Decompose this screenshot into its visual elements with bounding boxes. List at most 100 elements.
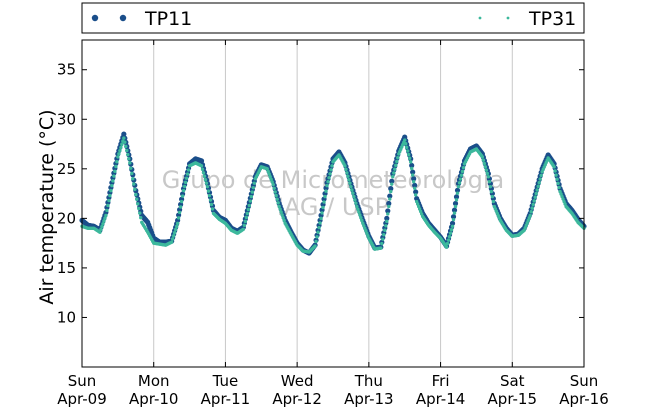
tp31-point	[276, 201, 280, 205]
tp31-point	[177, 210, 182, 215]
tp31-point	[328, 172, 332, 176]
tp31-point	[174, 224, 179, 229]
tp31-point	[125, 148, 129, 153]
tp31-point	[183, 180, 188, 185]
tp31-point	[137, 206, 141, 211]
grid-lines	[153, 40, 513, 367]
tp31-point	[245, 211, 250, 216]
tp31-point	[349, 184, 353, 189]
tp31-point	[243, 219, 248, 224]
tp31-point	[316, 230, 320, 234]
tp31-point	[389, 189, 393, 194]
tp31-point	[453, 204, 458, 209]
tp31-point	[346, 174, 350, 178]
tp31-point	[555, 177, 559, 181]
tp31-point	[384, 224, 388, 228]
legend-marker-tp11	[91, 14, 99, 22]
tp31-point	[327, 176, 331, 180]
tp31-point	[406, 152, 411, 157]
tp31-point	[411, 180, 416, 184]
tp31-point	[280, 213, 284, 217]
tp31-point	[450, 224, 455, 228]
tp31-point	[529, 210, 533, 214]
x-tick-date-label: Apr-11	[201, 390, 251, 408]
tp31-point	[396, 156, 400, 160]
series-tp31	[80, 136, 586, 254]
tp11-point	[450, 214, 457, 220]
tp31-point	[451, 217, 456, 222]
tp11-point	[410, 169, 416, 175]
tp31-point	[445, 241, 450, 246]
x-tick-day-label: Sun	[68, 372, 97, 390]
tp31-point	[318, 221, 322, 225]
tp31-point	[248, 199, 253, 203]
tp31-point	[186, 168, 191, 172]
tp31-point	[556, 181, 560, 186]
tp31-point	[272, 186, 276, 191]
tp31-point	[275, 197, 279, 201]
x-tick-day-label: Wed	[281, 372, 314, 390]
tp31-point	[127, 157, 131, 161]
tp11-point	[454, 187, 461, 193]
tp11-point	[389, 178, 395, 184]
tp31-point	[448, 231, 453, 235]
tp31-point	[110, 183, 114, 188]
tp31-point	[207, 193, 212, 198]
plot-frame	[81, 39, 585, 368]
tp31-point	[489, 189, 494, 194]
tp31-point	[539, 173, 543, 178]
tp31-point	[273, 190, 277, 194]
tp31-point	[199, 164, 204, 168]
tp31-point	[484, 168, 489, 172]
tp31-point	[247, 203, 252, 208]
tp31-point	[413, 193, 418, 197]
tp31-point	[391, 175, 395, 179]
tp31-point	[249, 194, 254, 199]
x-tick-day-label: Mon	[138, 372, 170, 390]
tp11-point	[386, 200, 392, 207]
tp31-point	[274, 193, 278, 198]
legend: TP11 TP31	[81, 2, 585, 34]
tp11-point	[178, 201, 184, 208]
tp31-point	[204, 181, 209, 185]
tp31-point	[172, 231, 177, 235]
y-tick-label: 30	[57, 110, 76, 128]
tp31-point	[169, 240, 174, 244]
tp31-point	[113, 169, 117, 173]
tp31-point	[390, 182, 394, 186]
tp31-point	[270, 180, 274, 184]
tp31-point	[537, 180, 541, 185]
tp11-point	[409, 162, 415, 169]
tp31-point	[406, 149, 410, 153]
tp31-point	[557, 185, 561, 190]
tp31-point	[122, 136, 126, 140]
axes: 101520253035SunApr-09MonApr-10TueApr-11W…	[57, 39, 609, 408]
legend-marker-tp11	[119, 14, 127, 22]
tp31-point	[268, 175, 272, 179]
tp31-point	[138, 211, 142, 215]
tp31-point	[202, 174, 207, 178]
tp31-point	[244, 215, 249, 220]
tp31-point	[176, 216, 181, 220]
x-tick-date-label: Apr-10	[129, 390, 179, 408]
tp31-point	[200, 167, 205, 172]
tp31-point	[355, 204, 359, 209]
tp31-point	[210, 207, 215, 211]
tp31-point	[136, 202, 140, 206]
tp31-point	[358, 213, 362, 217]
y-tick-label: 25	[57, 160, 76, 178]
tp31-point	[133, 187, 137, 191]
tp31-point	[446, 238, 451, 242]
tp31-point	[344, 167, 348, 172]
tp31-point	[103, 216, 107, 220]
tp31-point	[252, 181, 257, 185]
tp31-point	[118, 148, 122, 153]
tp31-point	[184, 176, 189, 180]
tp31-point	[351, 191, 355, 195]
tp31-point	[324, 189, 328, 193]
tp31-point	[203, 178, 208, 182]
tp31-point	[206, 189, 211, 193]
tp31-point	[181, 188, 186, 193]
tp31-point	[457, 181, 462, 185]
tp31-point	[120, 142, 124, 147]
